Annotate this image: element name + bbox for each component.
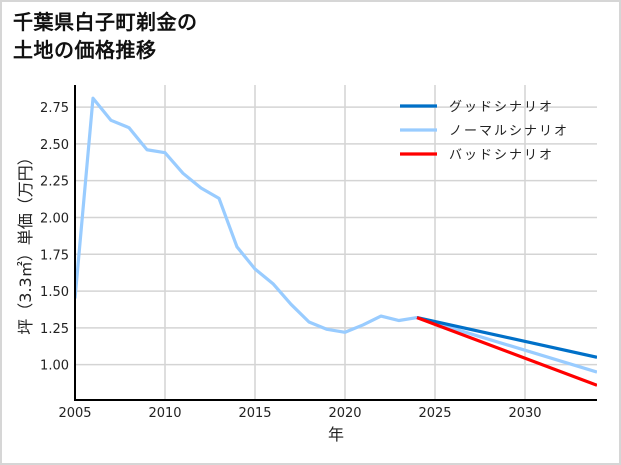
chart-title: 千葉県白子町剃金の 土地の価格推移 (13, 8, 198, 64)
y-axis-ticks: 1.00 1.25 1.50 1.75 2.00 2.25 2.50 2.75 (40, 101, 69, 374)
x-tick-label: 2005 (58, 406, 91, 421)
x-tick-label: 2030 (508, 406, 541, 421)
x-tick-label: 2010 (148, 406, 181, 421)
x-tick-label: 2015 (238, 406, 271, 421)
y-axis-label: 坪（3.3㎡）単価（万円） (16, 149, 35, 334)
legend-label: ノーマルシナリオ (449, 124, 569, 139)
x-tick-label: 2025 (418, 406, 451, 421)
y-tick-label: 2.75 (40, 101, 69, 116)
series-line-1 (75, 96, 597, 374)
legend-label: バッドシナリオ (449, 148, 554, 163)
legend-item: グッドシナリオ (400, 100, 554, 115)
y-tick-label: 1.50 (40, 285, 69, 300)
y-tick-label: 1.75 (40, 248, 69, 263)
y-tick-label: 1.00 (40, 359, 69, 374)
data-lines (75, 96, 597, 387)
x-axis-ticks: 2005 2010 2015 2020 2025 2030 (58, 406, 541, 421)
legend-item: ノーマルシナリオ (400, 124, 569, 139)
x-tick-label: 2020 (328, 406, 361, 421)
legend-label: グッドシナリオ (449, 100, 554, 115)
y-tick-label: 2.25 (40, 175, 69, 190)
y-tick-label: 2.00 (40, 211, 69, 226)
axes (74, 85, 597, 401)
x-axis-label: 年 (328, 425, 344, 444)
y-tick-label: 1.25 (40, 322, 69, 337)
series-line-0 (416, 316, 597, 359)
chart-title-line-1: 千葉県白子町剃金の (13, 10, 198, 34)
series-line-2 (416, 316, 597, 387)
y-tick-label: 2.50 (40, 138, 69, 153)
legend-item: バッドシナリオ (400, 148, 554, 163)
chart-title-line-2: 土地の価格推移 (13, 38, 157, 62)
